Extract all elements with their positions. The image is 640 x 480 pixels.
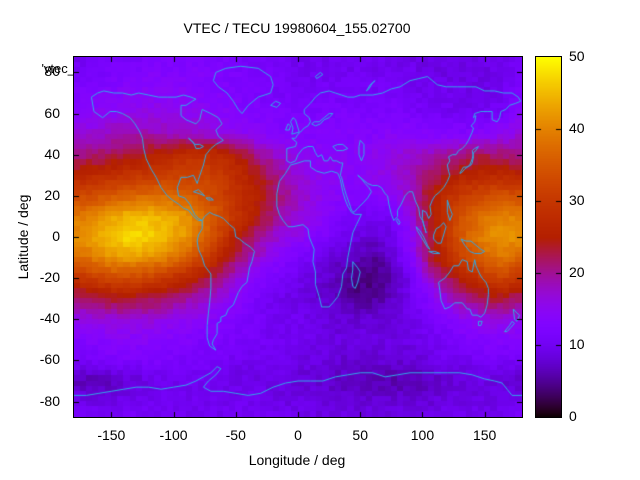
x-tick-label: -100 (159, 427, 188, 443)
x-tick-label: -50 (225, 427, 246, 443)
x-tick-label: -150 (97, 427, 126, 443)
colorbar-tick-label: 50 (569, 48, 585, 64)
y-tick-label: -20 (39, 269, 60, 286)
y-tick-label: -80 (39, 392, 60, 409)
x-tick-label: 0 (294, 427, 302, 443)
y-tick-label: -40 (39, 310, 60, 327)
x-tick-label: 100 (410, 427, 435, 443)
y-tick-label: 60 (44, 104, 60, 121)
heatmap-canvas (74, 57, 522, 417)
colorbar-tick-label: 10 (569, 336, 585, 352)
x-tick-label: 50 (352, 427, 368, 443)
colorbar-canvas (536, 57, 561, 417)
y-axis-label: Latitude / deg (15, 194, 31, 280)
y-tick-label: -60 (39, 351, 60, 368)
y-tick-label: 20 (44, 186, 60, 203)
colorbar-tick-label: 30 (569, 192, 585, 208)
colorbar-tick-label: 20 (569, 264, 585, 280)
key-label: 'vtec_ (41, 61, 75, 76)
y-tick-label: 80 (44, 63, 60, 80)
colorbar-tick-label: 0 (569, 408, 577, 424)
chart-title: VTEC / TECU 19980604_155.02700 (183, 20, 411, 36)
colorbar-tick-label: 40 (569, 120, 585, 136)
y-tick-label: 40 (44, 145, 60, 162)
y-tick-label: 0 (52, 228, 60, 244)
x-axis-label: Longitude / deg (248, 452, 346, 468)
x-tick-label: 150 (472, 427, 497, 443)
